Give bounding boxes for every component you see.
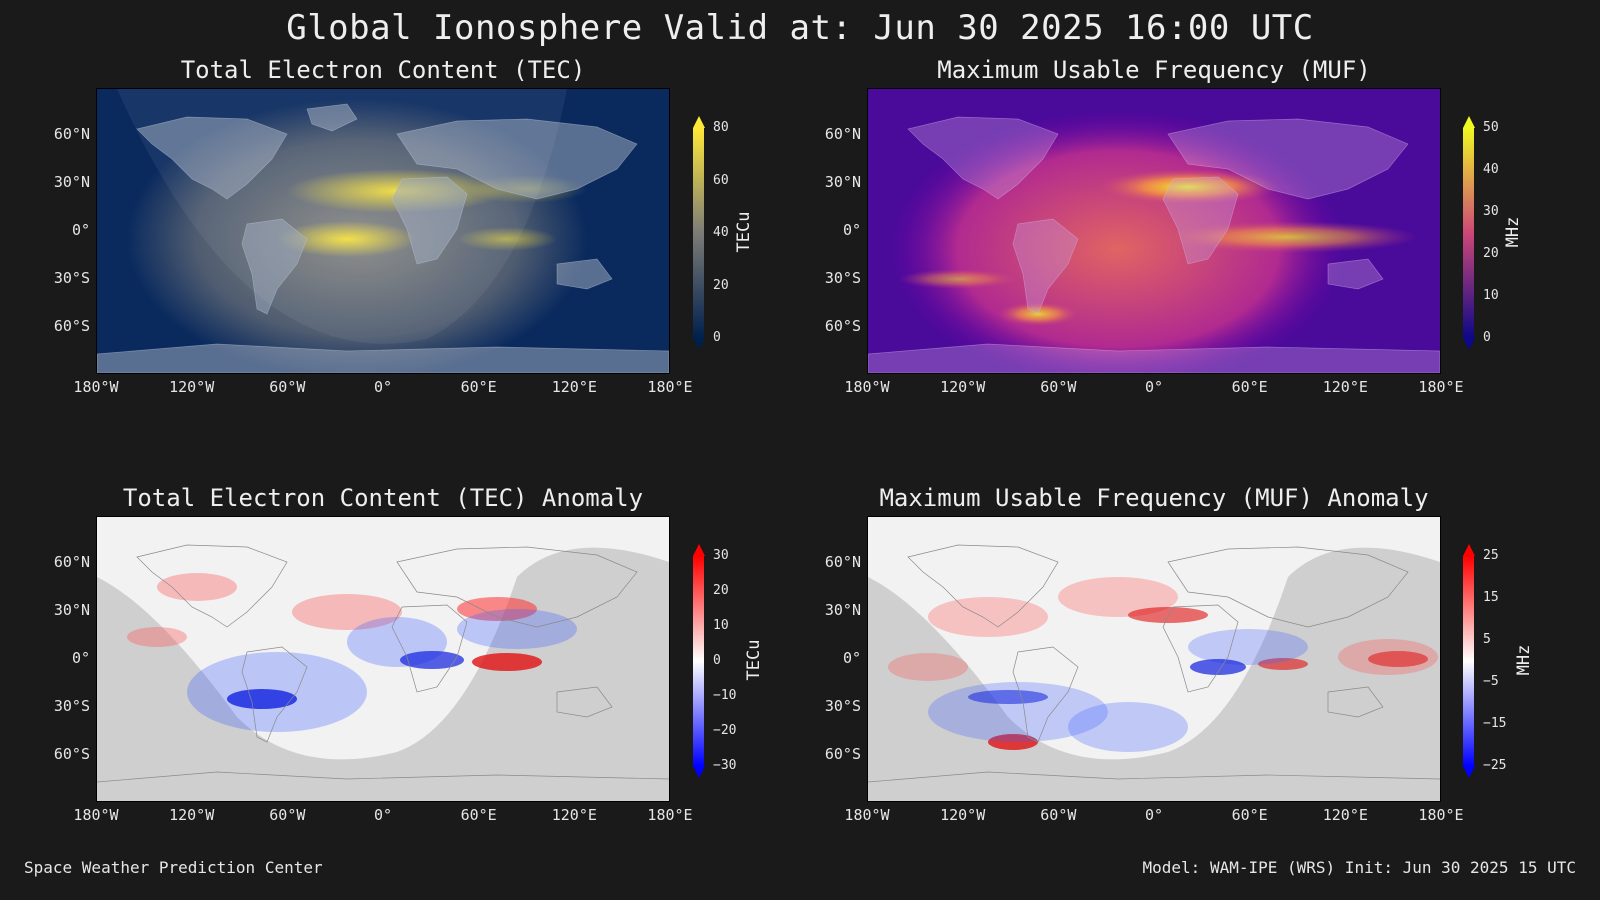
lon-tick-label: 180°E — [1418, 378, 1464, 396]
lat-tick-label: 60°S — [53, 317, 90, 335]
colorbar-tick-label: 25 — [1483, 548, 1499, 563]
lat-tick-label: 60°N — [824, 125, 861, 143]
lon-tick-label: 60°W — [1040, 806, 1077, 824]
lon-tick-label: 60°W — [269, 378, 306, 396]
lat-tick-label: 60°S — [824, 317, 861, 335]
lon-tick-label: 120°E — [551, 378, 597, 396]
colorbar-tick-label: −10 — [713, 688, 737, 703]
muf-anomaly-panel-title: Maximum Usable Frequency (MUF) Anomaly — [879, 484, 1429, 512]
colorbar-max-arrow — [1462, 116, 1475, 128]
lat-tick-label: 30°N — [53, 601, 90, 619]
colorbar-unit-label: TECu — [734, 211, 754, 253]
lon-tick-label: 60°W — [269, 806, 306, 824]
lat-tick-label: 30°N — [824, 601, 861, 619]
muf-anomaly-map — [867, 516, 1441, 802]
lon-tick-label: 120°W — [169, 378, 215, 396]
muf-map — [867, 88, 1441, 374]
lon-tick-label: 180°W — [73, 806, 119, 824]
lon-tick-label: 180°E — [647, 378, 693, 396]
lon-tick-label: 60°E — [460, 378, 497, 396]
lon-tick-label: 120°W — [169, 806, 215, 824]
tec-panel-title: Total Electron Content (TEC) — [180, 56, 586, 84]
colorbar-tick-label: 10 — [713, 618, 729, 633]
colorbar-tick-label: −5 — [1483, 674, 1499, 689]
lat-tick-label: 30°S — [824, 269, 861, 287]
colorbar-tick-label: −20 — [713, 723, 737, 738]
tec-map — [96, 88, 670, 374]
colorbar-tick-label: 0 — [713, 330, 721, 345]
colorbar — [1463, 128, 1474, 338]
colorbar-tick-label: 10 — [1483, 288, 1499, 303]
colorbar-tick-label: 0 — [713, 653, 721, 668]
colorbar — [693, 128, 704, 338]
lat-tick-label: 0° — [842, 221, 861, 239]
lon-tick-label: 120°E — [1322, 806, 1368, 824]
colorbar-tick-label: 30 — [1483, 204, 1499, 219]
colorbar-tick-label: 20 — [1483, 246, 1499, 261]
colorbar-tick-label: −30 — [713, 758, 737, 773]
lat-tick-label: 60°S — [53, 745, 90, 763]
colorbar-max-arrow — [1462, 544, 1475, 556]
tec-anomaly-map — [96, 516, 670, 802]
colorbar-unit-label: MHz — [1514, 644, 1534, 676]
colorbar-tick-label: 5 — [1483, 632, 1491, 647]
colorbar-tick-label: 50 — [1483, 120, 1499, 135]
colorbar — [1463, 556, 1474, 766]
lat-tick-label: 30°N — [824, 173, 861, 191]
colorbar-tick-label: 60 — [713, 172, 729, 188]
colorbar — [693, 556, 704, 766]
lat-tick-label: 60°N — [53, 553, 90, 571]
lon-tick-label: 120°E — [551, 806, 597, 824]
colorbar-tick-label: 30 — [713, 548, 729, 563]
lon-tick-label: 180°W — [844, 806, 890, 824]
lat-tick-label: 0° — [71, 221, 90, 239]
lat-tick-label: 30°N — [53, 173, 90, 191]
colorbar-unit-label: MHz — [1503, 216, 1523, 248]
lon-tick-label: 120°W — [940, 806, 986, 824]
colorbar-min-arrow — [1462, 338, 1475, 350]
colorbar-max-arrow — [692, 544, 705, 556]
colorbar-min-arrow — [692, 766, 705, 778]
lon-tick-label: 120°E — [1322, 378, 1368, 396]
lon-tick-label: 60°E — [460, 806, 497, 824]
colorbar-tick-label: 20 — [713, 583, 729, 598]
lat-tick-label: 60°N — [53, 125, 90, 143]
lon-tick-label: 180°W — [73, 378, 119, 396]
colorbar-tick-label: 0 — [1483, 330, 1491, 345]
lat-tick-label: 0° — [842, 649, 861, 667]
lon-tick-label: 0° — [373, 378, 393, 396]
colorbar-min-arrow — [692, 338, 705, 350]
lat-tick-label: 30°S — [53, 697, 90, 715]
colorbar-tick-label: −15 — [1483, 716, 1507, 731]
lon-tick-label: 180°E — [647, 806, 693, 824]
lon-tick-label: 180°W — [844, 378, 890, 396]
lon-tick-label: 0° — [1144, 806, 1164, 824]
colorbar-unit-label: TECu — [744, 639, 764, 681]
lon-tick-label: 180°E — [1418, 806, 1464, 824]
footer-left: Space Weather Prediction Center — [24, 858, 323, 877]
lat-tick-label: 30°S — [53, 269, 90, 287]
muf-panel-title: Maximum Usable Frequency (MUF) — [937, 56, 1371, 84]
colorbar-tick-label: 20 — [713, 277, 729, 293]
page-title: Global Ionosphere Valid at: Jun 30 2025 … — [286, 8, 1314, 48]
colorbar-tick-label: 40 — [1483, 162, 1499, 177]
lon-tick-label: 60°W — [1040, 378, 1077, 396]
lon-tick-label: 60°E — [1231, 806, 1268, 824]
footer-right: Model: WAM-IPE (WRS) Init: Jun 30 2025 1… — [1142, 858, 1576, 877]
colorbar-max-arrow — [692, 116, 705, 128]
colorbar-tick-label: −25 — [1483, 758, 1507, 773]
lat-tick-label: 60°S — [824, 745, 861, 763]
colorbar-tick-label: 40 — [713, 225, 729, 240]
lon-tick-label: 0° — [373, 806, 393, 824]
lon-tick-label: 0° — [1144, 378, 1164, 396]
lon-tick-label: 120°W — [940, 378, 986, 396]
lon-tick-label: 60°E — [1231, 378, 1268, 396]
colorbar-min-arrow — [1462, 766, 1475, 778]
lat-tick-label: 0° — [71, 649, 90, 667]
tec-anomaly-panel-title: Total Electron Content (TEC) Anomaly — [122, 484, 644, 512]
lat-tick-label: 60°N — [824, 553, 861, 571]
colorbar-tick-label: 80 — [713, 120, 729, 135]
lat-tick-label: 30°S — [824, 697, 861, 715]
colorbar-tick-label: 15 — [1483, 590, 1499, 605]
